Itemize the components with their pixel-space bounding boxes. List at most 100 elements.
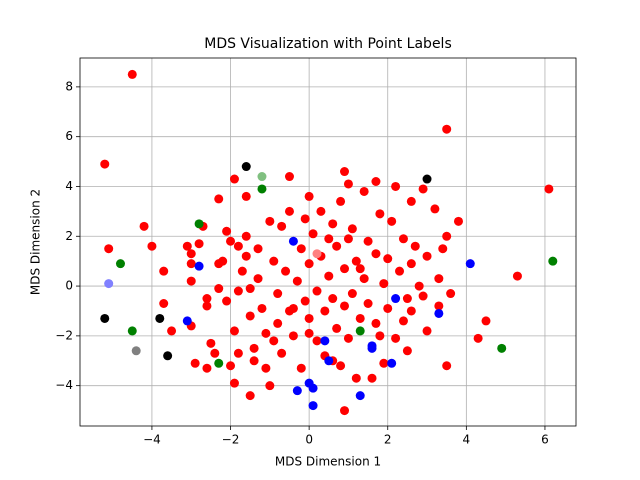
point	[367, 343, 377, 353]
point	[308, 229, 318, 239]
point	[284, 172, 294, 182]
x-tick-label: 0	[305, 433, 313, 447]
point	[257, 184, 267, 194]
point	[343, 234, 353, 244]
y-tick-label: 4	[65, 179, 73, 193]
point	[265, 381, 275, 391]
point	[257, 172, 267, 182]
point	[442, 231, 452, 241]
point	[222, 296, 232, 306]
point	[328, 294, 338, 304]
point	[304, 191, 314, 201]
point	[210, 348, 220, 358]
point	[186, 249, 196, 259]
point	[497, 343, 507, 353]
point	[363, 298, 373, 308]
point	[182, 241, 192, 251]
point	[442, 124, 452, 134]
point	[351, 256, 361, 266]
point	[320, 336, 330, 346]
point	[343, 333, 353, 343]
point	[214, 284, 224, 294]
point	[233, 286, 243, 296]
point	[453, 216, 463, 226]
point	[324, 234, 334, 244]
point	[288, 303, 298, 313]
point	[422, 251, 432, 261]
point	[304, 328, 314, 338]
point	[332, 323, 342, 333]
point	[398, 234, 408, 244]
point	[371, 249, 381, 259]
point	[406, 196, 416, 206]
point	[288, 236, 298, 246]
point	[292, 276, 302, 286]
point	[422, 174, 432, 184]
point	[253, 274, 263, 284]
point	[206, 338, 216, 348]
point	[446, 289, 456, 299]
point	[343, 179, 353, 189]
point	[379, 358, 389, 368]
point	[324, 271, 334, 281]
point	[202, 363, 212, 373]
point	[186, 276, 196, 286]
point	[402, 346, 412, 356]
point	[387, 358, 397, 368]
point	[336, 361, 346, 371]
point	[304, 259, 314, 269]
point	[159, 298, 169, 308]
point	[147, 241, 157, 251]
point	[229, 378, 239, 388]
point	[214, 259, 224, 269]
point	[512, 271, 522, 281]
point	[304, 313, 314, 323]
plot-frame	[79, 57, 577, 427]
point	[233, 348, 243, 358]
point	[406, 306, 416, 316]
point	[300, 214, 310, 224]
point	[308, 383, 318, 393]
point	[363, 236, 373, 246]
point	[269, 256, 279, 266]
point	[241, 231, 251, 241]
y-axis-label: MDS Dimension 2	[29, 189, 43, 295]
point	[214, 194, 224, 204]
point	[233, 241, 243, 251]
point	[194, 261, 204, 271]
point	[241, 251, 251, 261]
point	[115, 259, 125, 269]
point	[308, 401, 318, 411]
point	[391, 181, 401, 191]
point	[391, 294, 401, 304]
point	[202, 294, 212, 304]
point	[194, 239, 204, 249]
point	[155, 313, 165, 323]
point	[312, 286, 322, 296]
x-tick-label: −2	[222, 433, 240, 447]
point	[320, 306, 330, 316]
x-tick-label: −4	[143, 433, 161, 447]
point	[395, 266, 405, 276]
point	[222, 226, 232, 236]
point	[163, 351, 173, 361]
point	[229, 174, 239, 184]
point	[249, 343, 259, 353]
point	[383, 254, 393, 264]
point	[100, 159, 110, 169]
point	[265, 216, 275, 226]
point	[277, 348, 287, 358]
point	[379, 279, 389, 289]
y-tick-label: 2	[65, 229, 73, 243]
point	[249, 356, 259, 366]
point	[100, 313, 110, 323]
point	[465, 259, 475, 269]
y-tick-label: 0	[65, 279, 73, 293]
point	[418, 184, 428, 194]
x-tick-label: 2	[384, 433, 392, 447]
point	[316, 206, 326, 216]
point	[418, 291, 428, 301]
point	[127, 326, 137, 336]
point	[336, 196, 346, 206]
